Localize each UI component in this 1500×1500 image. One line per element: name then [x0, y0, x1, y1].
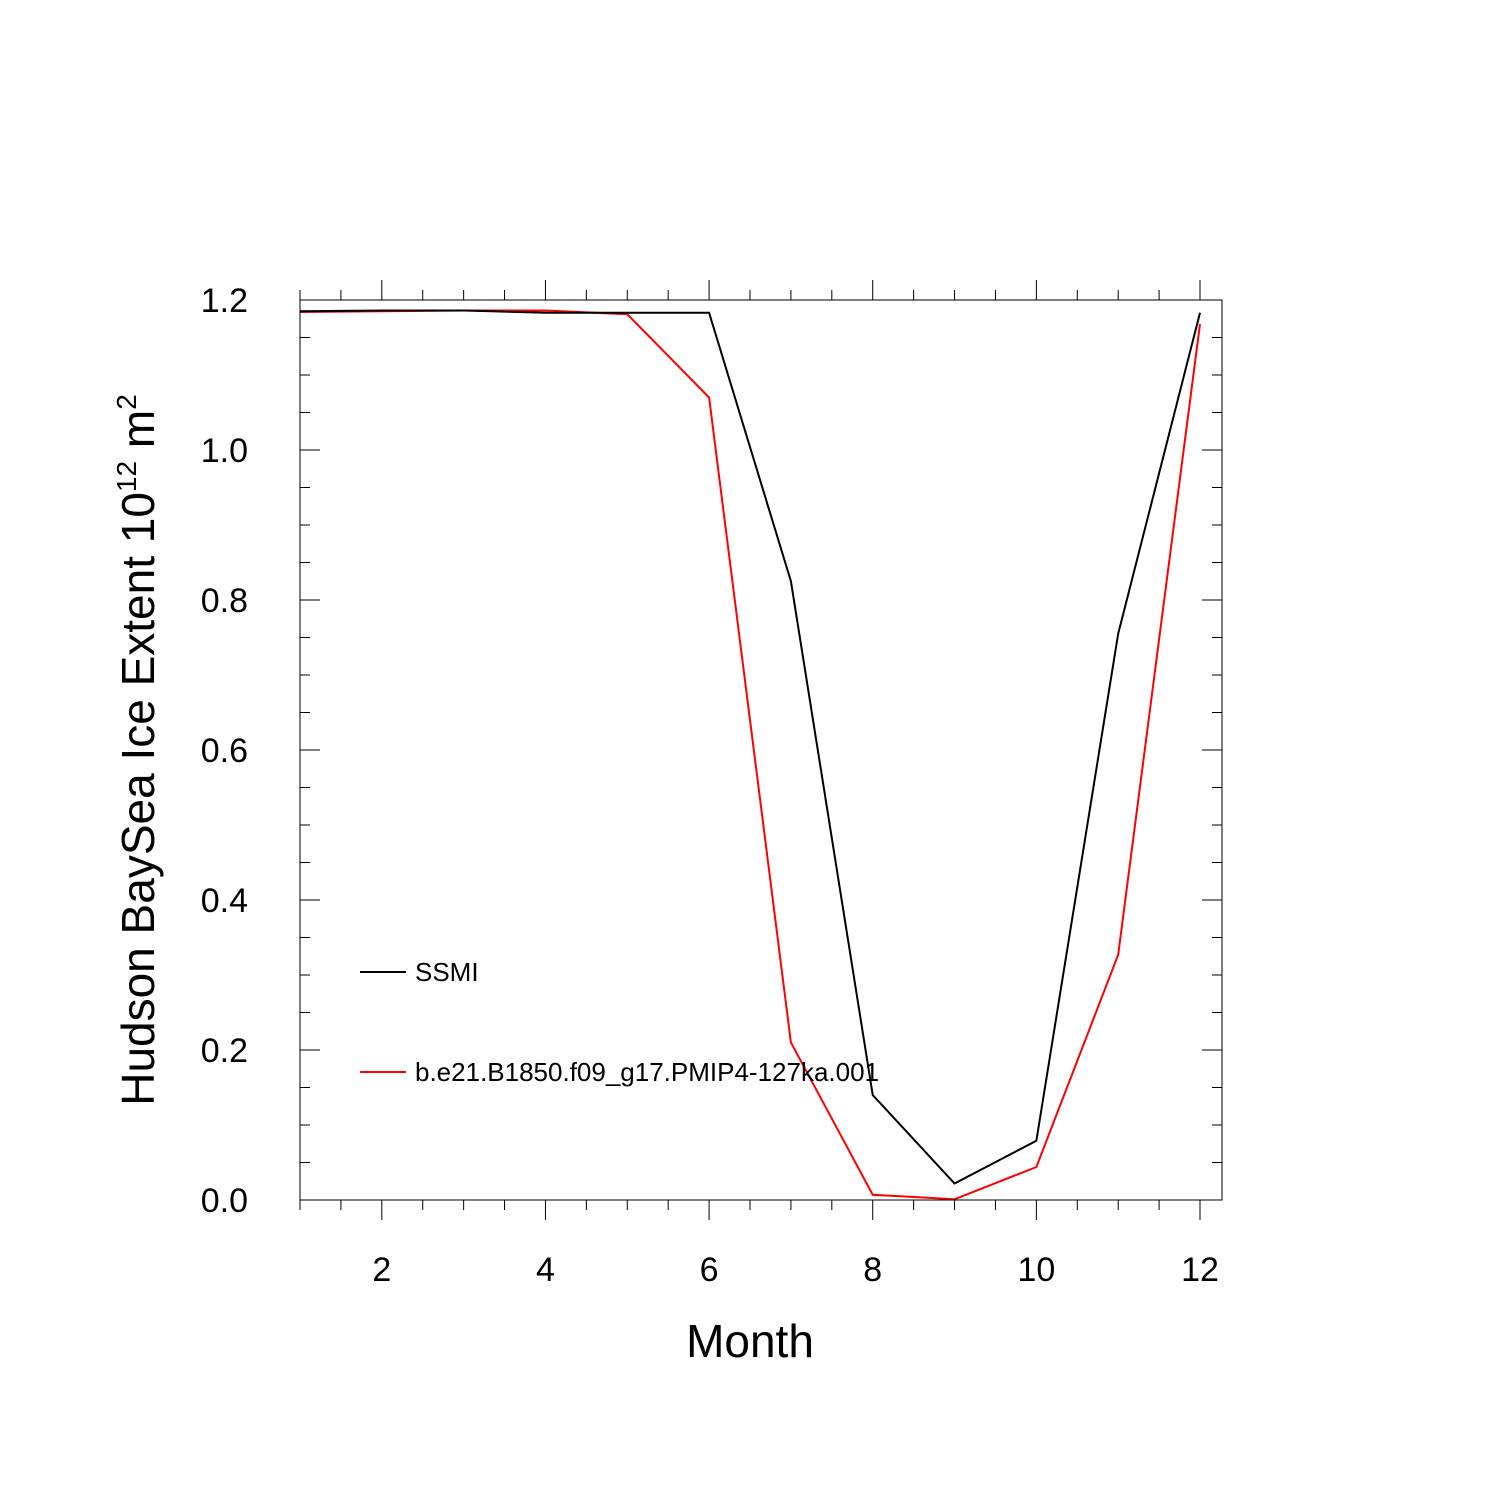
- axis-ticks: [299, 280, 1222, 1220]
- series-line: [299, 309, 1201, 1185]
- y-tick-label: 1.0: [201, 432, 248, 470]
- y-tick-label: 0.8: [201, 582, 248, 620]
- x-tick-label: 4: [536, 1251, 555, 1289]
- legend: SSMI b.e21.B1850.f09_g17.PMIP4-127ka.001: [360, 957, 879, 1087]
- plot-frame: [299, 299, 1223, 1201]
- x-tick-label: 10: [1017, 1251, 1055, 1289]
- y-tick-label: 0.2: [201, 1032, 248, 1070]
- y-axis-label: Hudson BaySea Ice Extent 1012 m2: [111, 394, 164, 1106]
- legend-label: SSMI: [415, 957, 479, 987]
- x-axis-label: Month: [686, 1315, 814, 1367]
- y-tick-label: 0.4: [201, 882, 248, 920]
- tick-labels: 2 4 6 8 10 12 0.0 0.2 0.4 0.6 0.8 1.0 1.2: [201, 282, 1219, 1289]
- y-tick-label: 0.6: [201, 732, 248, 770]
- x-tick-label: 8: [863, 1251, 882, 1289]
- x-tick-label: 6: [700, 1251, 719, 1289]
- y-axis-label-exponent: 12: [111, 461, 142, 492]
- y-tick-label: 0.0: [201, 1182, 248, 1220]
- series-layer: [299, 309, 1201, 1201]
- x-tick-label: 2: [372, 1251, 391, 1289]
- y-axis-label-unit: m: [112, 410, 164, 461]
- y-axis-label-unit-exponent: 2: [111, 394, 142, 410]
- y-tick-label: 1.2: [201, 282, 248, 320]
- legend-label: b.e21.B1850.f09_g17.PMIP4-127ka.001: [415, 1057, 879, 1087]
- y-axis-label-main: Hudson BaySea Ice Extent 10: [112, 492, 164, 1106]
- x-tick-label: 12: [1181, 1251, 1219, 1289]
